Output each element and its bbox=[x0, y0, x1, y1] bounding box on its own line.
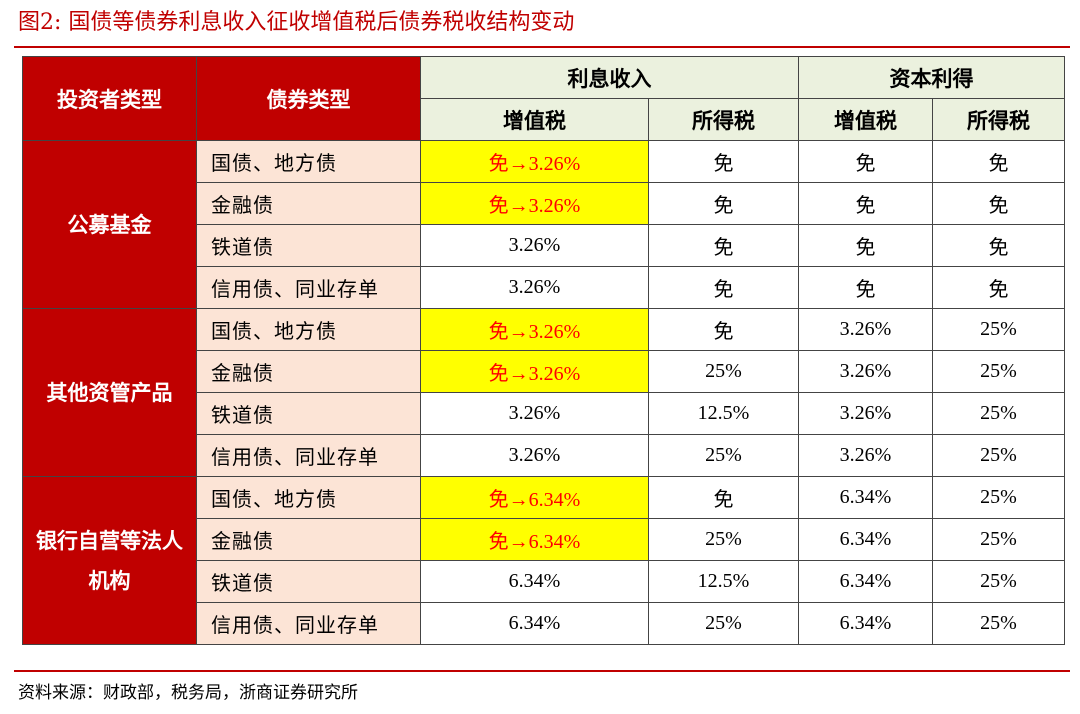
figure-title: 图2: 国债等债券利息收入征收增值税后债券税收结构变动 bbox=[18, 10, 575, 35]
capital-income-tax-cell: 25% bbox=[932, 392, 1065, 435]
bond-type-cell: 信用债、同业存单 bbox=[196, 434, 421, 477]
investor-type-cell: 银行自营等法人机构 bbox=[22, 476, 197, 645]
interest-vat-cell: 3.26% bbox=[420, 266, 649, 309]
bond-type-cell: 国债、地方债 bbox=[196, 140, 421, 183]
interest-income-tax-cell: 12.5% bbox=[648, 560, 799, 603]
capital-income-tax-cell: 25% bbox=[932, 350, 1065, 393]
table-row: 金融债 免→3.26% 免 免 免 bbox=[23, 182, 1065, 225]
table-row: 铁道债 6.34% 12.5% 6.34% 25% bbox=[23, 560, 1065, 603]
capital-vat-cell: 免 bbox=[798, 140, 933, 183]
capital-income-tax-cell: 25% bbox=[932, 434, 1065, 477]
capital-vat-cell: 3.26% bbox=[798, 350, 933, 393]
header-row-1: 投资者类型 债券类型 利息收入 资本利得 bbox=[22, 56, 1065, 141]
bond-type-cell: 金融债 bbox=[196, 350, 421, 393]
interest-vat-cell: 免→3.26% bbox=[420, 182, 649, 225]
interest-vat-cell: 6.34% bbox=[420, 602, 649, 645]
interest-income-tax-cell: 25% bbox=[648, 350, 799, 393]
table-row: 金融债 免→3.26% 25% 3.26% 25% bbox=[23, 350, 1065, 393]
capital-vat-cell: 6.34% bbox=[798, 518, 933, 561]
table-row: 信用债、同业存单 6.34% 25% 6.34% 25% bbox=[23, 602, 1065, 645]
capital-vat-cell: 免 bbox=[798, 224, 933, 267]
table-row: 铁道债 3.26% 12.5% 3.26% 25% bbox=[23, 392, 1065, 435]
bond-type-cell: 金融债 bbox=[196, 182, 421, 225]
header-bond-type: 债券类型 bbox=[196, 56, 421, 141]
header-interest-income-tax: 所得税 bbox=[648, 98, 799, 141]
capital-vat-cell: 6.34% bbox=[798, 476, 933, 519]
interest-vat-cell: 免→6.34% bbox=[420, 476, 649, 519]
header-capital-gain: 资本利得 bbox=[798, 56, 1065, 99]
interest-income-tax-cell: 25% bbox=[648, 434, 799, 477]
capital-vat-cell: 免 bbox=[798, 266, 933, 309]
interest-income-tax-cell: 12.5% bbox=[648, 392, 799, 435]
table-row: 铁道债 3.26% 免 免 免 bbox=[23, 224, 1065, 267]
header-row-2: 增值税 所得税 增值税 所得税 bbox=[23, 98, 1065, 141]
interest-vat-cell: 3.26% bbox=[420, 434, 649, 477]
bond-type-cell: 铁道债 bbox=[196, 560, 421, 603]
table-row: 信用债、同业存单 3.26% 25% 3.26% 25% bbox=[23, 434, 1065, 477]
table-row: 银行自营等法人机构 国债、地方债 免→6.34% 免 6.34% 25% bbox=[22, 476, 1065, 645]
capital-income-tax-cell: 免 bbox=[932, 224, 1065, 267]
interest-income-tax-cell: 25% bbox=[648, 602, 799, 645]
interest-income-tax-cell: 免 bbox=[648, 224, 799, 267]
bond-type-cell: 铁道债 bbox=[196, 224, 421, 267]
bond-type-cell: 信用债、同业存单 bbox=[196, 266, 421, 309]
bond-type-cell: 国债、地方债 bbox=[196, 308, 421, 351]
bond-type-cell: 信用债、同业存单 bbox=[196, 602, 421, 645]
title-divider bbox=[14, 46, 1070, 48]
header-capital-vat: 增值税 bbox=[798, 98, 933, 141]
interest-income-tax-cell: 免 bbox=[648, 476, 799, 519]
capital-vat-cell: 3.26% bbox=[798, 308, 933, 351]
header-interest-vat: 增值税 bbox=[420, 98, 649, 141]
capital-income-tax-cell: 免 bbox=[932, 140, 1065, 183]
capital-income-tax-cell: 25% bbox=[932, 518, 1065, 561]
interest-vat-cell: 免→6.34% bbox=[420, 518, 649, 561]
source-divider bbox=[14, 670, 1070, 672]
interest-vat-cell: 免→3.26% bbox=[420, 140, 649, 183]
capital-income-tax-cell: 25% bbox=[932, 560, 1065, 603]
capital-income-tax-cell: 25% bbox=[932, 476, 1065, 519]
bond-type-cell: 铁道债 bbox=[196, 392, 421, 435]
interest-vat-cell: 免→3.26% bbox=[420, 308, 649, 351]
table-row: 金融债 免→6.34% 25% 6.34% 25% bbox=[23, 518, 1065, 561]
investor-type-cell: 其他资管产品 bbox=[22, 308, 197, 477]
bond-type-cell: 国债、地方债 bbox=[196, 476, 421, 519]
interest-vat-cell: 6.34% bbox=[420, 560, 649, 603]
capital-vat-cell: 6.34% bbox=[798, 560, 933, 603]
interest-income-tax-cell: 免 bbox=[648, 266, 799, 309]
interest-income-tax-cell: 免 bbox=[648, 308, 799, 351]
interest-income-tax-cell: 免 bbox=[648, 182, 799, 225]
interest-vat-cell: 3.26% bbox=[420, 392, 649, 435]
table-row: 信用债、同业存单 3.26% 免 免 免 bbox=[23, 266, 1065, 309]
interest-vat-cell: 3.26% bbox=[420, 224, 649, 267]
capital-vat-cell: 免 bbox=[798, 182, 933, 225]
capital-vat-cell: 3.26% bbox=[798, 392, 933, 435]
table-row: 其他资管产品 国债、地方债 免→3.26% 免 3.26% 25% bbox=[22, 308, 1065, 477]
investor-type-cell: 公募基金 bbox=[22, 140, 197, 309]
header-investor-type: 投资者类型 bbox=[22, 56, 197, 141]
capital-income-tax-cell: 免 bbox=[932, 182, 1065, 225]
bond-type-cell: 金融债 bbox=[196, 518, 421, 561]
capital-vat-cell: 6.34% bbox=[798, 602, 933, 645]
tax-structure-table: 投资者类型 债券类型 利息收入 资本利得 增值税 所得税 增值税 所得税 公募基… bbox=[22, 56, 1065, 645]
capital-income-tax-cell: 免 bbox=[932, 266, 1065, 309]
source-note: 资料来源：财政部，税务局，浙商证券研究所 bbox=[18, 683, 358, 703]
header-interest-income: 利息收入 bbox=[420, 56, 799, 99]
capital-vat-cell: 3.26% bbox=[798, 434, 933, 477]
interest-income-tax-cell: 免 bbox=[648, 140, 799, 183]
interest-income-tax-cell: 25% bbox=[648, 518, 799, 561]
interest-vat-cell: 免→3.26% bbox=[420, 350, 649, 393]
table-row: 公募基金 国债、地方债 免→3.26% 免 免 免 bbox=[22, 140, 1065, 309]
capital-income-tax-cell: 25% bbox=[932, 602, 1065, 645]
header-capital-income-tax: 所得税 bbox=[932, 98, 1065, 141]
capital-income-tax-cell: 25% bbox=[932, 308, 1065, 351]
